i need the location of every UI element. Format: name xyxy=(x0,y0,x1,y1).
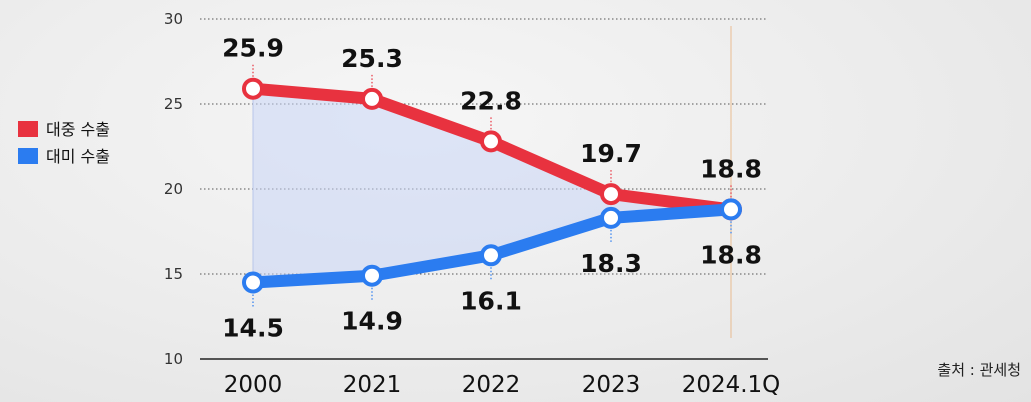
y-tick-label: 30 xyxy=(164,10,183,28)
data-label: 25.3 xyxy=(341,44,403,73)
y-tick-label: 20 xyxy=(164,180,183,198)
source-note: 출처 : 관세청 xyxy=(937,361,1021,379)
gap-area xyxy=(253,88,731,283)
x-tick-label: 2022 xyxy=(462,372,521,398)
x-tick-label: 2021 xyxy=(343,372,402,398)
y-tick-label: 25 xyxy=(164,95,183,113)
legend-swatch-china xyxy=(18,121,38,137)
data-point xyxy=(361,264,383,287)
legend-label-us: 대미 수출 xyxy=(46,147,110,166)
gap-fill-layer xyxy=(252,88,731,283)
y-tick-label: 10 xyxy=(164,350,183,368)
legend-swatch-us xyxy=(18,148,38,164)
data-label: 25.9 xyxy=(222,34,284,63)
data-point xyxy=(600,183,622,206)
data-point xyxy=(480,130,502,153)
x-tick-label: 2024.1Q xyxy=(682,372,781,398)
x-tick-label: 2000 xyxy=(224,372,283,398)
data-point xyxy=(242,271,264,294)
data-label-layer: 25.9 25.3 22.8 19.7 18.8 14.5 14.9 16.1 18.3 18.8 xyxy=(222,34,762,343)
data-label: 18.8 xyxy=(700,154,762,183)
y-tick-label: 15 xyxy=(164,265,183,283)
data-label: 18.8 xyxy=(700,240,762,269)
legend: 대중 수출 대미 수출 xyxy=(18,120,110,166)
data-point xyxy=(242,77,264,100)
data-label: 14.9 xyxy=(341,307,403,336)
data-label: 22.8 xyxy=(460,86,522,115)
data-point xyxy=(600,206,622,229)
data-label: 16.1 xyxy=(460,286,522,315)
data-label: 19.7 xyxy=(580,139,642,168)
data-point xyxy=(361,87,383,110)
grid-layer: 30 25 20 15 10 2000 2021 2022 2023 2024.1Q xyxy=(164,10,780,398)
data-point xyxy=(720,198,742,221)
legend-label-china: 대중 수출 xyxy=(46,120,110,139)
data-label: 18.3 xyxy=(580,249,642,278)
x-tick-label: 2023 xyxy=(582,372,641,398)
data-point xyxy=(480,244,502,267)
series-line-layer xyxy=(242,77,742,294)
data-label: 14.5 xyxy=(222,314,284,343)
